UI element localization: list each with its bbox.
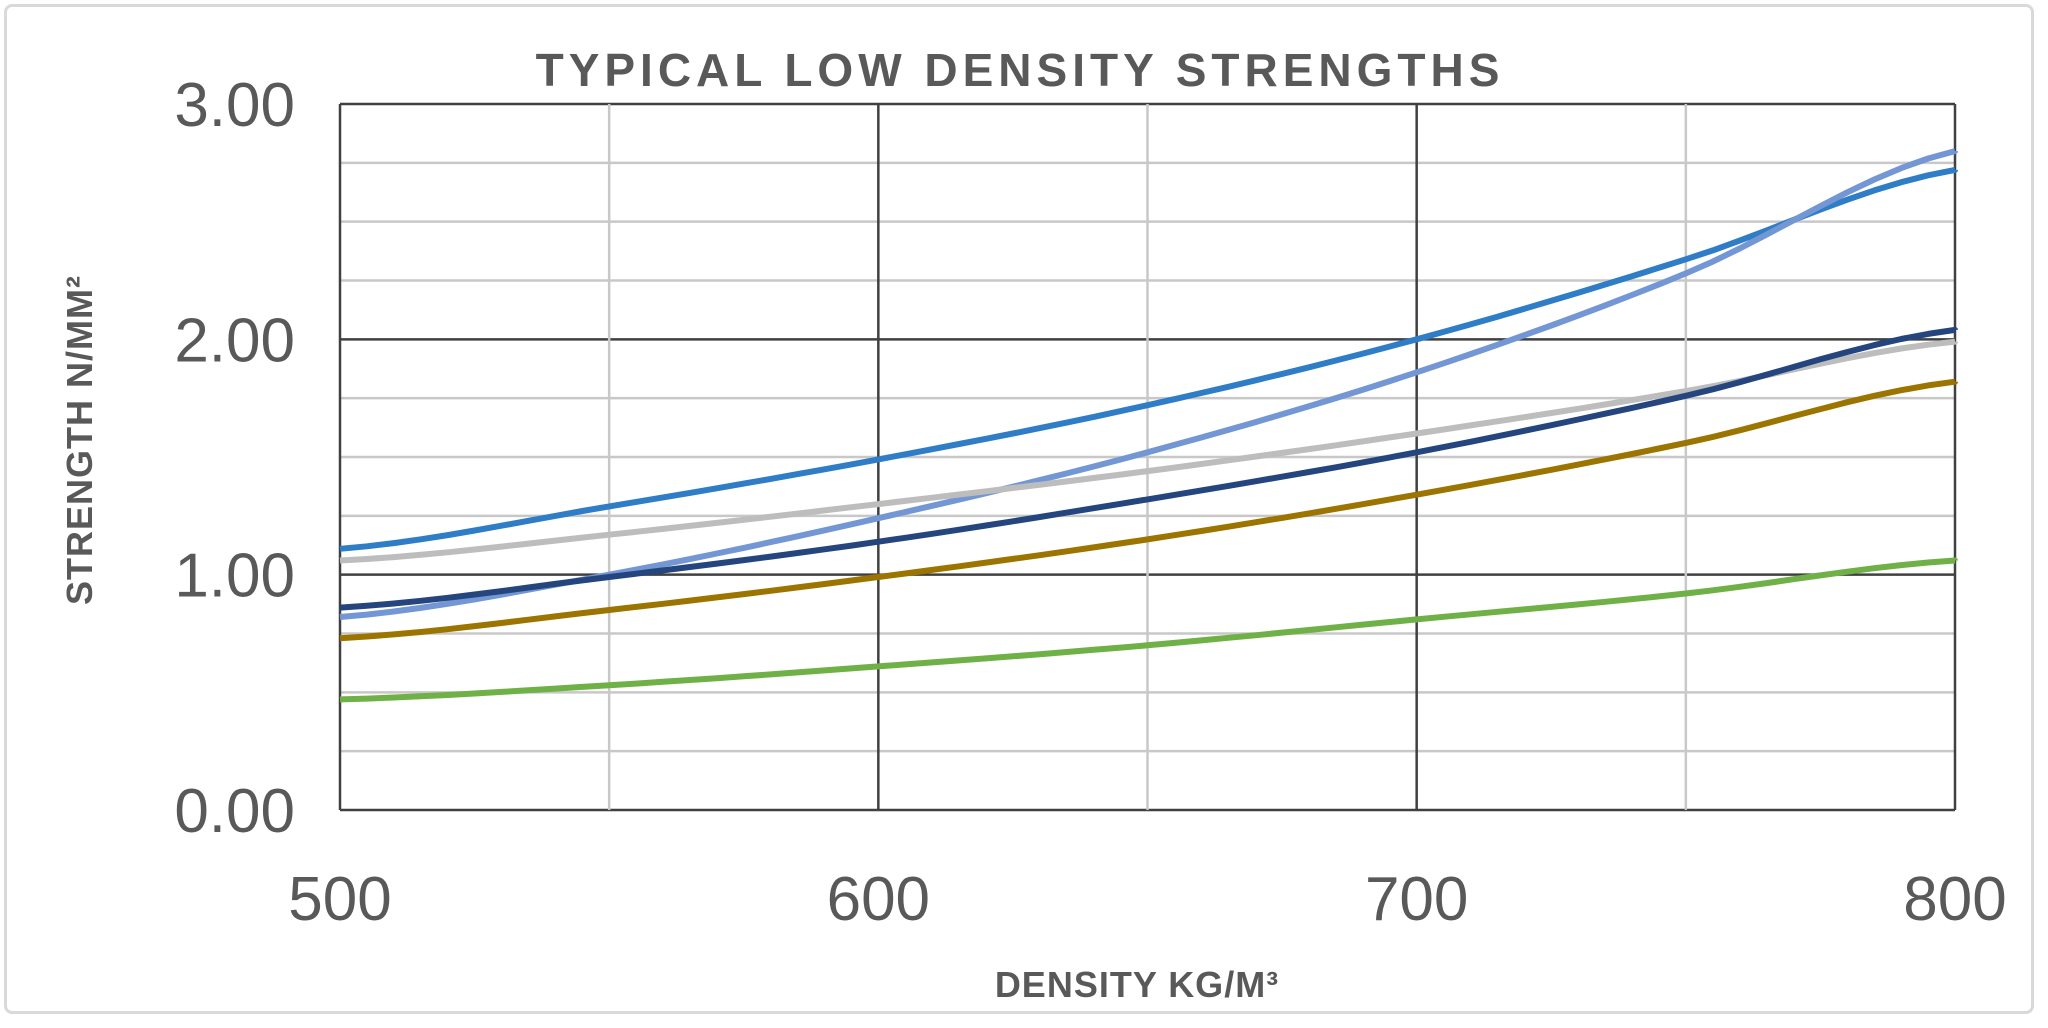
series-line-6 [339, 557, 1958, 703]
x-tick-label: 600 [827, 865, 930, 934]
chart-title: TYPICAL LOW DENSITY STRENGTHS [536, 44, 1505, 96]
series-line-3 [339, 338, 1958, 564]
series-lines [339, 148, 1958, 703]
x-tick-labels: 500 600 700 800 [288, 865, 2006, 934]
x-tick-label: 700 [1365, 865, 1468, 934]
x-axis-label: DENSITY KG/M³ [995, 964, 1279, 1005]
x-tick-label: 800 [1903, 865, 2006, 934]
y-tick-label: 1.00 [174, 542, 295, 611]
x-tick-label: 500 [288, 865, 391, 934]
y-tick-label: 3.00 [174, 71, 295, 140]
series-line-4 [339, 326, 1958, 611]
y-tick-label: 0.00 [174, 777, 295, 846]
chart-frame [4, 4, 2034, 1014]
y-axis-label: STRENGTH N/MM² [59, 275, 100, 605]
series-line-5 [339, 378, 1958, 642]
y-tick-label: 2.00 [174, 306, 295, 375]
y-tick-labels: 0.00 1.00 2.00 3.00 [174, 71, 295, 846]
grid [338, 102, 1957, 812]
series-line-1 [339, 166, 1958, 552]
